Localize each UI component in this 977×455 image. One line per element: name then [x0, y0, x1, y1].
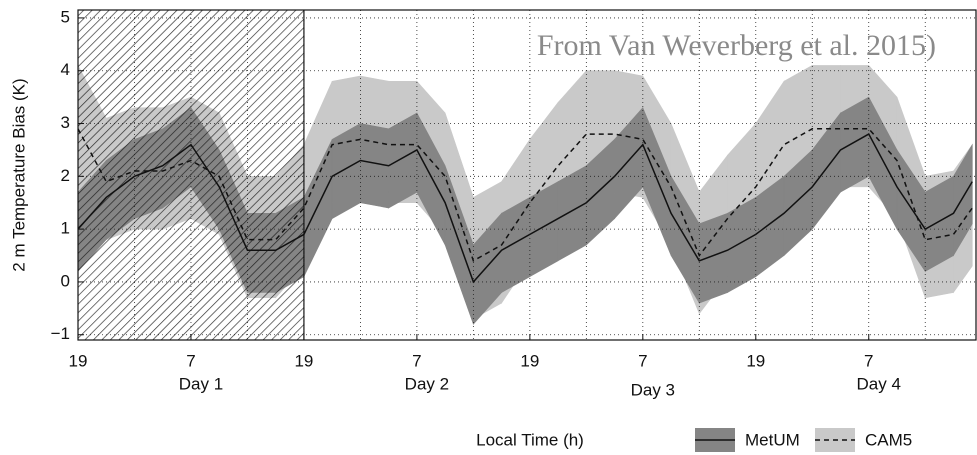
spread-band	[698, 212, 728, 304]
y-axis-label: 2 m Temperature Bias (K)	[9, 78, 28, 271]
x-tick-label: 7	[638, 351, 647, 370]
x-tick-label: 7	[412, 351, 421, 370]
x-axis-label: Local Time (h)	[476, 430, 584, 449]
y-tick-label: 3	[61, 113, 70, 132]
x-tick-label: 7	[186, 351, 195, 370]
series-line	[77, 133, 973, 284]
spread-band	[388, 112, 418, 209]
day-label: Day 2	[405, 374, 449, 393]
spread-band	[953, 143, 973, 257]
spread-band	[360, 123, 389, 209]
spread-band	[840, 96, 870, 193]
y-tick-label: −1	[51, 324, 70, 343]
plot-frame	[77, 9, 977, 341]
day-label: Day 3	[631, 380, 675, 399]
spread-band	[331, 123, 361, 220]
annotation: From Van Weverberg et al. 2015)	[537, 29, 936, 62]
spread-band	[924, 175, 954, 272]
x-tick-label: 19	[294, 351, 313, 370]
spread-band	[727, 196, 757, 293]
plot-area	[77, 9, 977, 341]
day-label: Day 4	[857, 374, 901, 393]
spread-band	[557, 165, 587, 262]
hatched-region	[78, 10, 304, 340]
y-tick-label: 0	[61, 271, 70, 290]
x-tick-label: 19	[69, 351, 88, 370]
day-label: Day 1	[179, 374, 223, 393]
x-tick-label: 7	[864, 351, 873, 370]
y-tick-label: 4	[61, 60, 70, 79]
x-tick-label: 19	[746, 351, 765, 370]
y-tick-label: 1	[61, 219, 70, 238]
y-tick-label: 5	[61, 7, 70, 26]
x-tick-label: 19	[520, 351, 539, 370]
spread-band	[501, 196, 531, 293]
legend-label: MetUM	[745, 430, 800, 449]
legend-label: CAM5	[865, 430, 912, 449]
y-tick-label: 2	[61, 166, 70, 185]
